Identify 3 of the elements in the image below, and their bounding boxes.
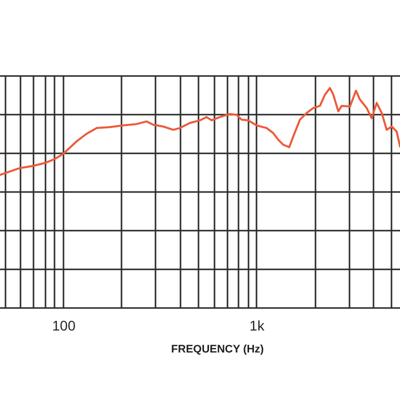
x-axis-title: FREQUENCY (Hz) bbox=[171, 344, 264, 356]
x-tick-label: 100 bbox=[52, 318, 76, 334]
x-tick-label: 1k bbox=[250, 318, 266, 334]
